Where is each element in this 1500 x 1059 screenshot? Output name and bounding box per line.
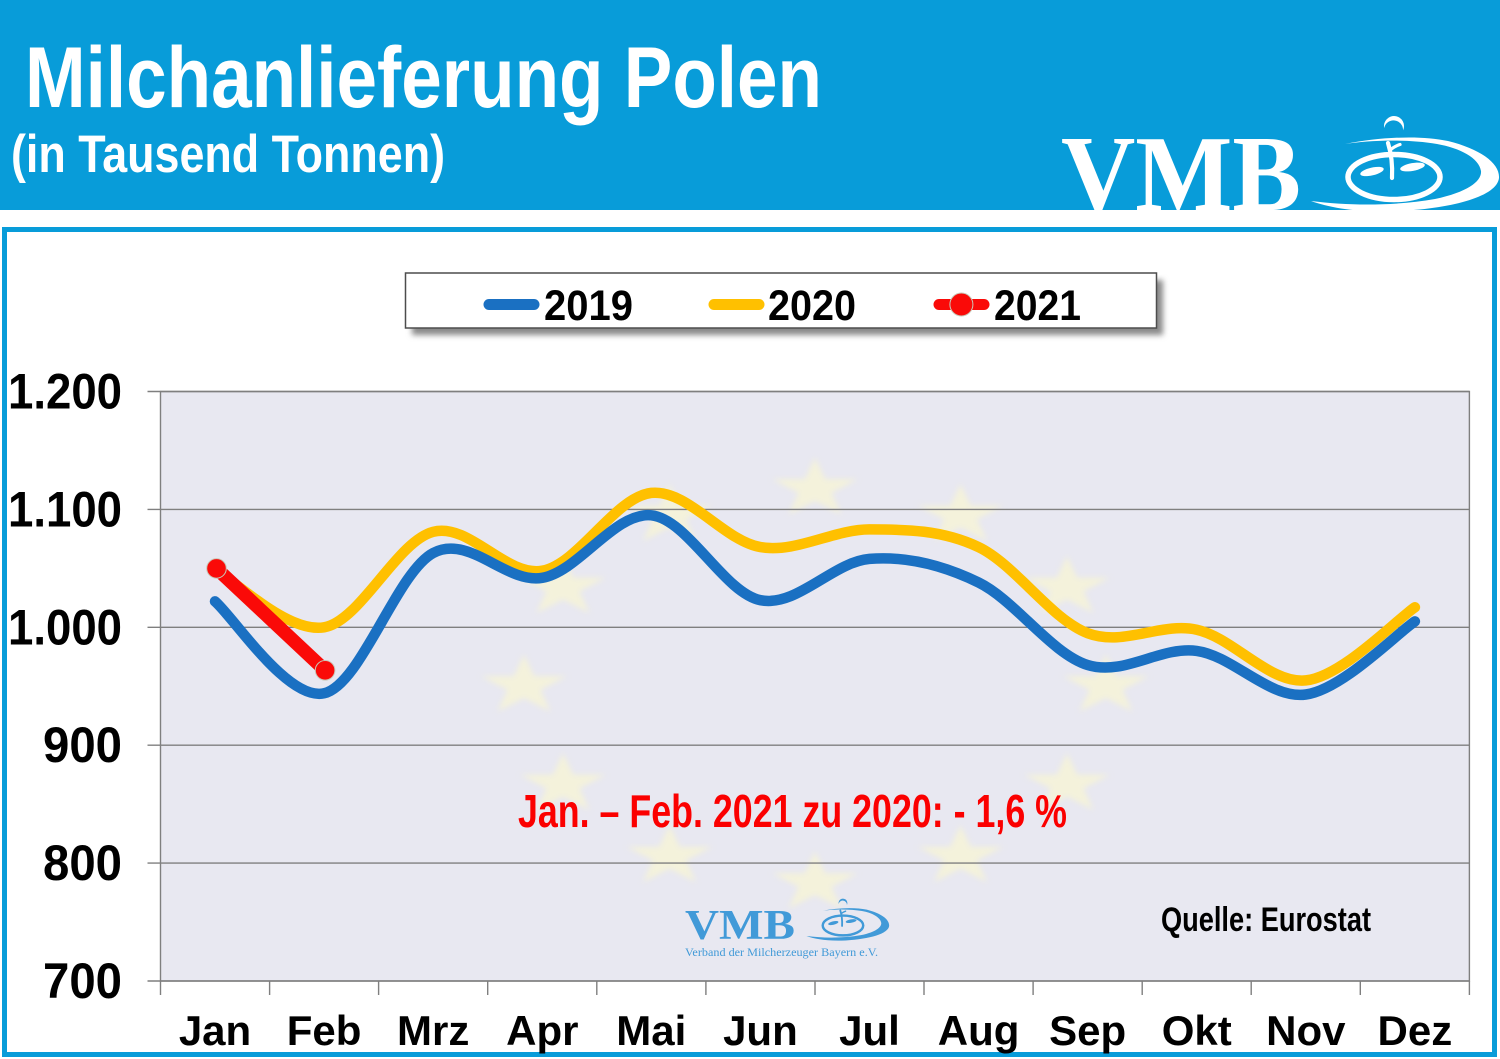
svg-text:Okt: Okt (1162, 1007, 1232, 1054)
svg-text:800: 800 (43, 835, 122, 891)
svg-text:Jun: Jun (723, 1007, 798, 1054)
svg-text:Jul: Jul (839, 1007, 900, 1054)
svg-text:900: 900 (43, 717, 122, 773)
svg-text:Dez: Dez (1378, 1007, 1453, 1054)
svg-text:Mrz: Mrz (397, 1007, 469, 1054)
svg-text:Milchanlieferung Polen: Milchanlieferung Polen (25, 30, 822, 126)
svg-text:VMB: VMB (685, 903, 795, 949)
svg-text:Verband der Milcherzeuger Baye: Verband der Milcherzeuger Bayern e.V. (685, 947, 878, 959)
svg-text:Apr: Apr (506, 1007, 578, 1054)
svg-text:Nov: Nov (1266, 1007, 1346, 1054)
svg-text:2019: 2019 (544, 282, 633, 330)
svg-text:Jan: Jan (179, 1007, 251, 1054)
svg-text:Quelle: Eurostat: Quelle: Eurostat (1161, 901, 1371, 939)
svg-text:Sep: Sep (1049, 1007, 1126, 1054)
svg-text:Feb: Feb (287, 1007, 362, 1054)
svg-text:(in Tausend Tonnen): (in Tausend Tonnen) (11, 125, 445, 184)
svg-text:1.000: 1.000 (8, 599, 122, 655)
svg-text:1.100: 1.100 (8, 481, 122, 537)
svg-text:VMB: VMB (1061, 115, 1301, 234)
svg-text:Mai: Mai (616, 1007, 686, 1054)
svg-text:Aug: Aug (938, 1007, 1020, 1054)
svg-text:700: 700 (43, 953, 122, 1009)
svg-text:Jan. – Feb. 2021 zu 2020: - 1,: Jan. – Feb. 2021 zu 2020: - 1,6 % (518, 785, 1067, 837)
svg-text:1.200: 1.200 (8, 364, 122, 420)
svg-text:2020: 2020 (768, 282, 856, 330)
svg-text:2021: 2021 (994, 282, 1081, 330)
